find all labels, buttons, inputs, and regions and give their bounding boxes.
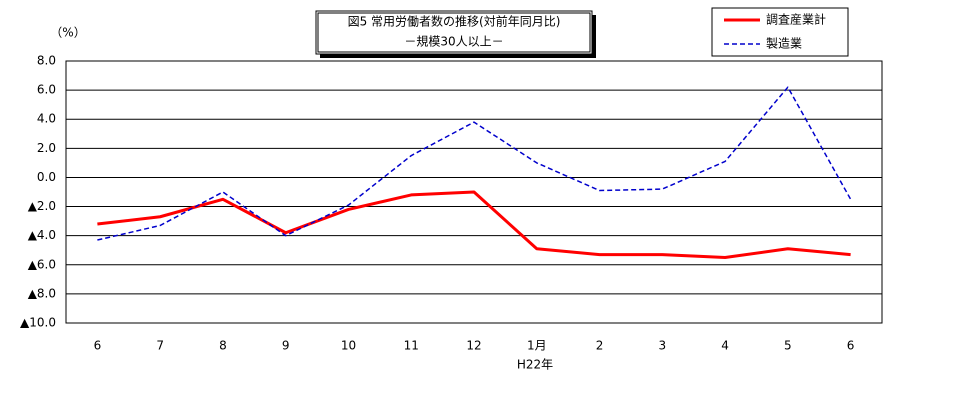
title-box-inner [317, 12, 591, 53]
y-tick-label: 6.0 [37, 83, 56, 97]
chart-title: 図5 常用労働者数の推移(対前年同月比) [348, 14, 561, 29]
x-tick-label: 2 [596, 339, 604, 353]
chart-subtitle: －規模30人以上－ [404, 34, 503, 49]
x-tick-label: 5 [784, 339, 792, 353]
title-box [315, 10, 593, 55]
x-tick-label: 6 [847, 339, 855, 353]
y-tick-label: ▲2.0 [28, 199, 56, 213]
x-axis-label: H22年 [517, 358, 553, 372]
legend-box [711, 7, 849, 57]
series-line [97, 190, 851, 259]
x-tick-label: 8 [219, 339, 227, 353]
x-tick-label: 12 [466, 339, 481, 353]
series-line [97, 86, 852, 241]
legend-label: 調査産業計 [766, 12, 826, 27]
x-tick-label: 7 [156, 339, 164, 353]
x-tick-label: 1月 [527, 339, 547, 353]
x-tick-label: 10 [341, 339, 356, 353]
y-tick-label: 4.0 [37, 112, 56, 126]
y-axis-label: （%） [50, 26, 85, 40]
x-tick-label: 3 [658, 339, 666, 353]
y-tick-label: ▲10.0 [20, 316, 56, 330]
x-tick-label: 6 [94, 339, 102, 353]
y-tick-label: 0.0 [37, 170, 56, 184]
legend-label: 製造業 [766, 37, 802, 51]
y-tick-label: ▲4.0 [28, 228, 56, 242]
y-tick-label: 2.0 [37, 141, 56, 155]
y-tick-label: ▲6.0 [28, 257, 56, 271]
x-tick-label: 4 [721, 339, 729, 353]
y-tick-label: ▲8.0 [28, 286, 56, 300]
y-tick-label: 8.0 [37, 54, 56, 68]
x-tick-label: 9 [282, 339, 290, 353]
x-tick-label: 11 [404, 339, 419, 353]
